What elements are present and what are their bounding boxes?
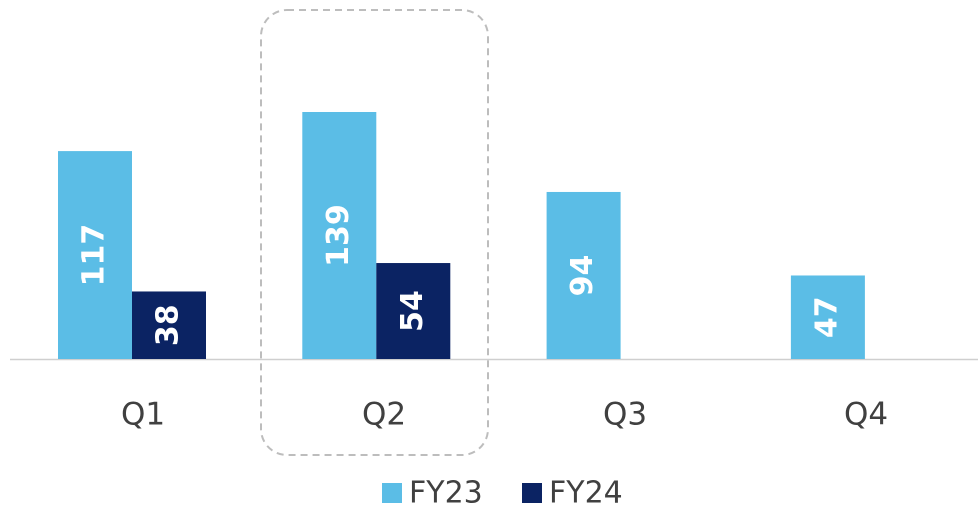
value-label: 38 [151, 304, 186, 346]
value-label: 47 [809, 296, 844, 338]
bar [58, 151, 132, 359]
x-tick-label: Q1 [121, 397, 165, 433]
bar [790, 275, 865, 359]
legend-swatch [522, 483, 542, 503]
value-label: 54 [395, 290, 430, 332]
highlight-box [260, 9, 489, 456]
legend-swatch [382, 483, 402, 503]
bar [302, 112, 377, 359]
value-label: 139 [321, 204, 356, 267]
bar [132, 291, 206, 359]
value-label: 94 [565, 255, 600, 297]
bar [546, 191, 621, 359]
x-tick-label: Q3 [603, 397, 647, 433]
legend-label: FY23 [409, 476, 483, 507]
value-label: 117 [77, 224, 112, 287]
x-tick-label: Q4 [844, 397, 888, 433]
legend-label: FY24 [549, 476, 623, 507]
x-tick-label: Q2 [362, 397, 406, 433]
bar [376, 263, 451, 359]
